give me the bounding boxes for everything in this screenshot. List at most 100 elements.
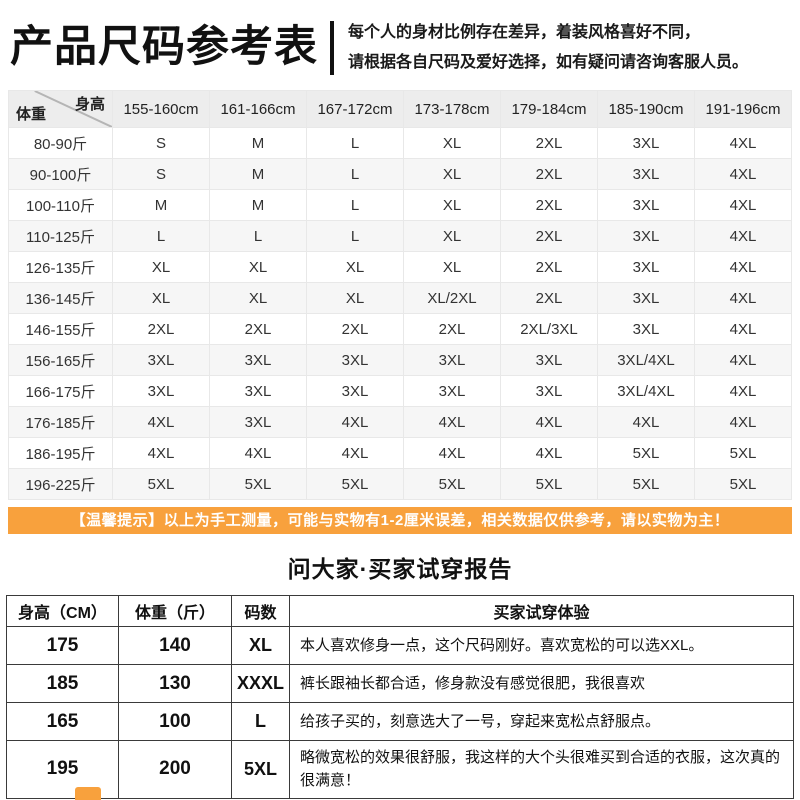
size-value-cell: XL [112,282,210,314]
size-value-cell: S [112,158,210,190]
size-value-cell: 4XL [112,406,210,438]
header-note: 每个人的身材比例存在差异，着装风格喜好不同， 请根据各自尺码及爱好选择，如有疑问… [348,18,748,77]
report-col-comment: 买家试穿体验 [289,595,794,627]
size-value-cell: 5XL [694,437,792,469]
report-weight-cell: 100 [118,702,232,741]
report-weight-cell: 140 [118,626,232,665]
size-value-cell: 4XL [694,220,792,252]
report-row: 195 200 5XL 略微宽松的效果很舒服，我这样的大个头很难买到合适的衣服，这次真… [6,740,794,799]
size-value-cell: 2XL [500,189,598,221]
corner-cell: 身高 体重 [8,90,113,128]
size-value-cell: XL [403,189,501,221]
size-value-cell: 4XL [694,127,792,159]
report-size-cell: 5XL [231,740,290,799]
size-value-cell: 4XL [306,437,404,469]
size-value-cell: 3XL [597,282,695,314]
size-value-cell: L [306,127,404,159]
size-value-cell: 3XL [597,220,695,252]
report-size-cell: XL [231,626,290,665]
weight-range-cell: 126-135斤 [8,251,113,283]
size-value-cell: 3XL/4XL [597,375,695,407]
size-value-cell: 4XL [694,313,792,345]
size-value-cell: 2XL [209,313,307,345]
size-value-cell: 5XL [597,468,695,500]
size-value-cell: 4XL [694,282,792,314]
size-value-cell: 3XL [112,344,210,376]
size-table-row: 126-135斤 XL XL XL XL 2XL 3XL 4XL [8,251,792,283]
size-table-row: 166-175斤 3XL 3XL 3XL 3XL 3XL 3XL/4XL 4XL [8,375,792,407]
size-value-cell: 2XL [500,127,598,159]
weight-range-cell: 156-165斤 [8,344,113,376]
size-value-cell: 2XL [112,313,210,345]
size-value-cell: 3XL [597,313,695,345]
report-table-body: 175 140 XL 本人喜欢修身一点，这个尺码刚好。喜欢宽松的可以选XXL。 185 1… [6,626,794,799]
report-size-cell: XXXL [231,664,290,703]
size-value-cell: M [112,189,210,221]
size-value-cell: 3XL [500,344,598,376]
size-value-cell: L [112,220,210,252]
height-column-header: 161-166cm [209,90,307,128]
report-weight-cell: 200 [118,740,232,799]
report-size-cell: L [231,702,290,741]
size-value-cell: XL/2XL [403,282,501,314]
size-value-cell: M [209,158,307,190]
weight-range-cell: 100-110斤 [8,189,113,221]
size-value-cell: S [112,127,210,159]
report-row: 165 100 L 给孩子买的，刻意选大了一号，穿起来宽松点舒服点。 [6,702,794,741]
size-value-cell: 5XL [694,468,792,500]
size-table-row: 156-165斤 3XL 3XL 3XL 3XL 3XL 3XL/4XL 4XL [8,344,792,376]
size-value-cell: 5XL [597,437,695,469]
height-column-header: 173-178cm [403,90,501,128]
report-col-height: 身高（CM） [6,595,119,627]
corner-label-height: 身高 [74,96,105,113]
cutoff-orange-element [75,787,101,800]
size-value-cell: 5XL [500,468,598,500]
weight-range-cell: 166-175斤 [8,375,113,407]
size-value-cell: 5XL [112,468,210,500]
report-section-title: 问大家·买家试穿报告 [287,556,513,582]
size-value-cell: XL [403,251,501,283]
size-value-cell: 5XL [403,468,501,500]
height-column-header: 155-160cm [112,90,210,128]
size-value-cell: 4XL [112,437,210,469]
size-value-cell: 4XL [500,437,598,469]
size-value-cell: 3XL [306,375,404,407]
size-value-cell: XL [403,220,501,252]
size-table-row: 100-110斤 M M L XL 2XL 3XL 4XL [8,189,792,221]
size-value-cell: 2XL [403,313,501,345]
size-table-row: 110-125斤 L L L XL 2XL 3XL 4XL [8,220,792,252]
report-comment-cell: 裤长跟袖长都合适，修身款没有感觉很肥，我很喜欢 [289,664,794,703]
size-table-row: 186-195斤 4XL 4XL 4XL 4XL 4XL 5XL 5XL [8,437,792,469]
size-value-cell: XL [306,251,404,283]
size-value-cell: 3XL [209,375,307,407]
report-comment-cell: 给孩子买的，刻意选大了一号，穿起来宽松点舒服点。 [289,702,794,741]
size-value-cell: 4XL [694,344,792,376]
size-value-cell: 5XL [306,468,404,500]
report-table-header-row: 身高（CM） 体重（斤） 码数 买家试穿体验 [6,595,794,627]
report-row: 185 130 XXXL 裤长跟袖长都合适，修身款没有感觉很肥，我很喜欢 [6,664,794,703]
report-height-cell: 175 [6,626,119,665]
title-divider [330,21,334,75]
report-comment-cell: 本人喜欢修身一点，这个尺码刚好。喜欢宽松的可以选XXL。 [289,626,794,665]
size-value-cell: 4XL [500,406,598,438]
size-value-cell: 2XL/3XL [500,313,598,345]
size-value-cell: 4XL [694,189,792,221]
size-value-cell: 3XL [500,375,598,407]
size-value-cell: 4XL [694,375,792,407]
size-value-cell: 4XL [403,406,501,438]
size-value-cell: XL [209,282,307,314]
report-comment-cell: 略微宽松的效果很舒服，我这样的大个头很难买到合适的衣服，这次真的很满意！ [289,740,794,799]
size-value-cell: 4XL [694,406,792,438]
size-value-cell: 2XL [500,251,598,283]
fit-report-table: 身高（CM） 体重（斤） 码数 买家试穿体验 175 140 XL 本人喜欢修身一点，… [6,595,794,799]
weight-range-cell: 196-225斤 [8,468,113,500]
size-value-cell: 3XL [112,375,210,407]
size-table-header-row: 身高 体重 155-160cm 161-166cm 167-172cm 173-178… [8,90,792,128]
size-value-cell: L [306,220,404,252]
size-value-cell: 3XL/4XL [597,344,695,376]
size-value-cell: 3XL [597,251,695,283]
report-height-cell: 165 [6,702,119,741]
size-value-cell: 4XL [597,406,695,438]
height-column-header: 179-184cm [500,90,598,128]
weight-range-cell: 90-100斤 [8,158,113,190]
